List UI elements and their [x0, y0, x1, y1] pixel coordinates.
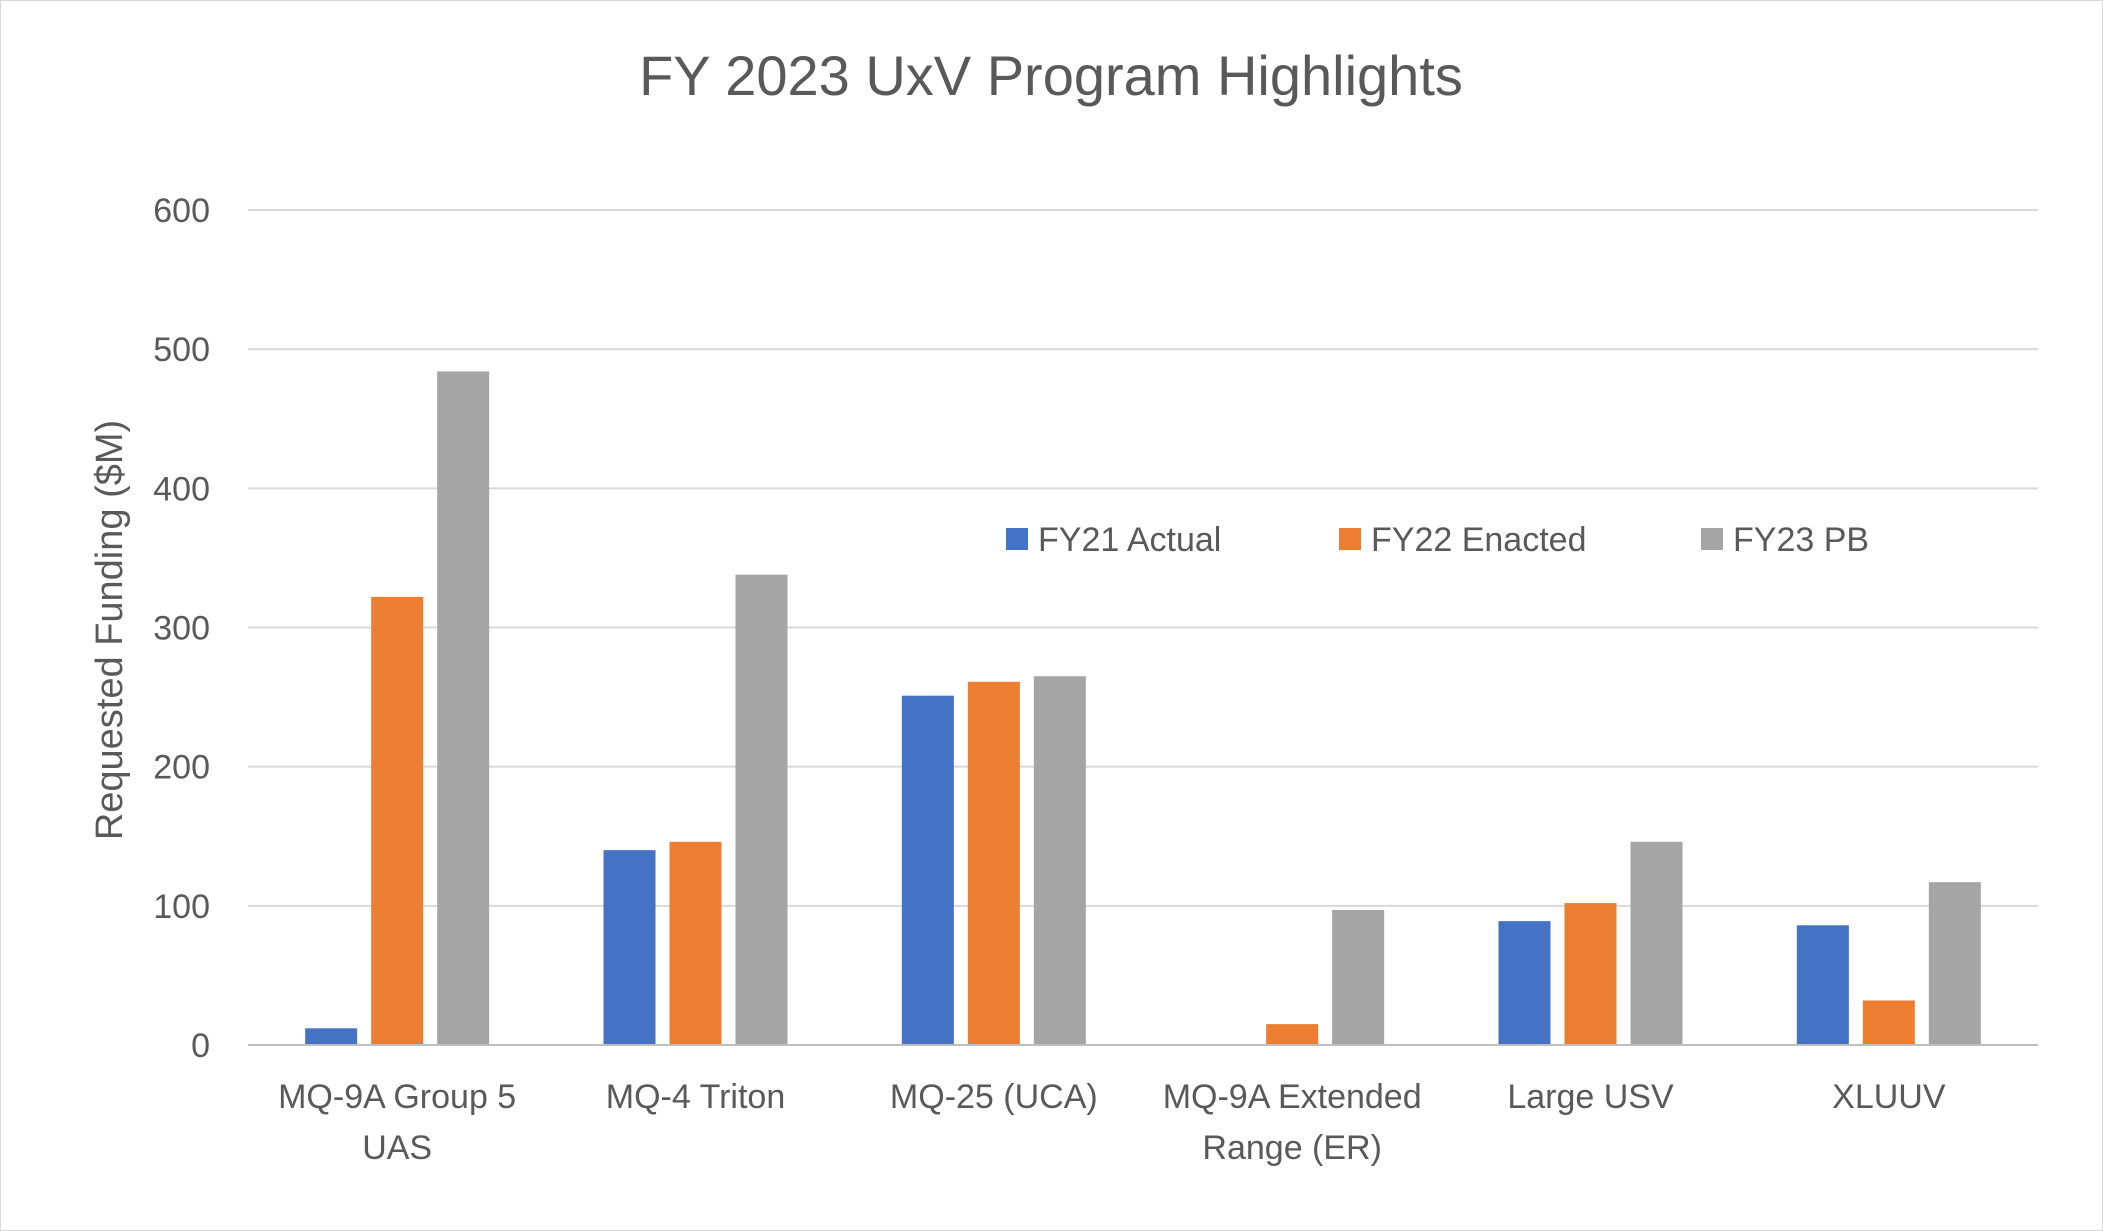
x-tick-label: MQ-9A Extended	[1163, 1078, 1422, 1116]
bar-1-3	[901, 695, 954, 1045]
y-tick-label: 200	[153, 749, 210, 787]
y-tick-label: 300	[153, 610, 210, 648]
bar-2-5	[1564, 903, 1617, 1045]
legend-swatch	[1701, 528, 1723, 550]
bar-3-5	[1630, 841, 1683, 1045]
bar-3-1	[437, 371, 490, 1045]
bar-2-4	[1266, 1024, 1319, 1045]
x-tick-label: MQ-25 (UCA)	[890, 1078, 1098, 1116]
bar-1-2	[603, 850, 656, 1045]
y-axis-ticks: 0 100 200 300 400 500 600	[153, 192, 210, 1065]
bar-3-6	[1928, 882, 1981, 1045]
x-tick-label: MQ-9A Group 5	[278, 1078, 516, 1116]
bar-2-2	[669, 841, 722, 1045]
y-tick-label: 0	[191, 1027, 210, 1065]
gridlines	[248, 209, 2038, 907]
bar-2-1	[371, 596, 424, 1045]
legend-swatch	[1006, 528, 1028, 550]
bar-3-2	[735, 574, 788, 1045]
legend-label: FY21 Actual	[1038, 521, 1221, 559]
y-tick-label: 500	[153, 331, 210, 369]
x-tick-label: XLUUV	[1832, 1078, 1946, 1116]
x-tick-label: Large USV	[1507, 1078, 1674, 1116]
legend-swatch	[1339, 528, 1361, 550]
x-axis-ticks: MQ-9A Group 5 UAS MQ-4 Triton MQ-25 (UCA) MQ…	[278, 1078, 1946, 1167]
bar-3-4	[1332, 910, 1385, 1045]
x-tick-label: MQ-4 Triton	[606, 1078, 785, 1116]
chart-title: FY 2023 UxV Program Highlights	[639, 44, 1463, 107]
bar-2-6	[1862, 1000, 1915, 1045]
legend-label: FY22 Enacted	[1371, 521, 1586, 559]
y-axis-label: Requested Funding ($M)	[89, 420, 131, 840]
x-tick-label: UAS	[362, 1129, 432, 1167]
bar-1-1	[305, 1028, 358, 1045]
y-tick-label: 400	[153, 470, 210, 508]
bar-3-3	[1033, 676, 1086, 1045]
x-tick-label: Range (ER)	[1202, 1129, 1382, 1167]
bar-1-5	[1498, 921, 1551, 1045]
y-tick-label: 600	[153, 192, 210, 230]
legend-label: FY23 PB	[1733, 521, 1869, 559]
bars	[305, 371, 1981, 1045]
y-tick-label: 100	[153, 888, 210, 926]
legend: FY21 Actual FY22 Enacted FY23 PB	[1006, 521, 1869, 559]
bar-2-3	[967, 681, 1020, 1045]
bar-1-6	[1796, 925, 1849, 1045]
